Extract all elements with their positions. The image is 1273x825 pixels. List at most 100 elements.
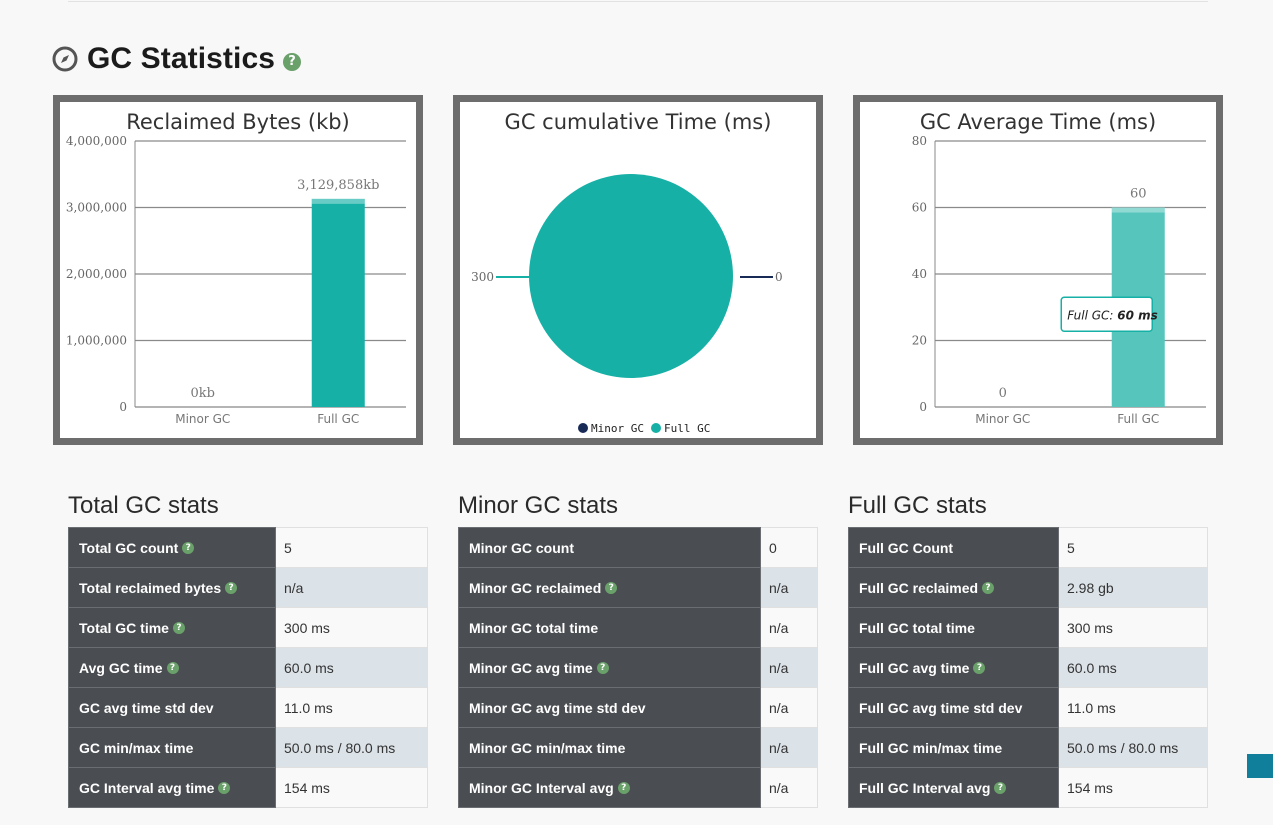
help-icon[interactable]: ? bbox=[172, 621, 185, 634]
stats-row: Total GC time? 300 ms bbox=[68, 607, 428, 648]
stats-row: Minor GC count 0 bbox=[458, 527, 818, 568]
gc-average-time-chart: GC Average Time (ms) 0 20 40 60 80 0 Minor GC 60… bbox=[853, 95, 1223, 445]
help-icon[interactable]: ? bbox=[596, 661, 609, 674]
stats-row: Minor GC reclaimed? n/a bbox=[458, 567, 818, 608]
stats-label-cell: GC avg time std dev bbox=[68, 687, 276, 728]
stats-row: Full GC total time 300 ms bbox=[848, 607, 1208, 648]
stats-value: n/a bbox=[275, 567, 428, 608]
stats-row: Minor GC min/max time n/a bbox=[458, 727, 818, 768]
minor-gc-stats-title: Minor GC stats bbox=[458, 492, 619, 519]
reclaimed-bytes-y-tick-label: 2,000,000 bbox=[66, 267, 127, 281]
stats-label: Avg GC time bbox=[79, 659, 163, 676]
stats-value: n/a bbox=[760, 647, 818, 688]
help-icon[interactable]: ? bbox=[225, 581, 238, 594]
stats-value: n/a bbox=[760, 687, 818, 728]
gc-average-y-tick-label: 60 bbox=[912, 201, 927, 215]
gc-cumulative-legend-marker[interactable] bbox=[578, 423, 588, 433]
stats-row: Full GC Count 5 bbox=[848, 527, 1208, 568]
stats-label: Full GC reclaimed bbox=[859, 579, 979, 596]
stats-label-cell: Full GC total time bbox=[848, 607, 1059, 648]
stats-value: 5 bbox=[275, 527, 428, 568]
gc-average-data-label: 0 bbox=[999, 386, 1007, 401]
gc-average-y-tick-label: 80 bbox=[912, 134, 927, 148]
reclaimed-bytes-bar[interactable] bbox=[311, 198, 365, 407]
stats-label-cell: GC min/max time bbox=[68, 727, 276, 768]
stats-row: Minor GC Interval avg? n/a bbox=[458, 767, 818, 808]
stats-value: 154 ms bbox=[275, 767, 428, 808]
stats-label: Full GC total time bbox=[859, 619, 975, 636]
stats-label: Full GC min/max time bbox=[859, 739, 1003, 756]
reclaimed-bytes-title: Reclaimed Bytes (kb) bbox=[126, 110, 350, 134]
help-icon[interactable]: ? bbox=[994, 781, 1007, 794]
stats-value: 50.0 ms / 80.0 ms bbox=[1058, 727, 1208, 768]
stats-label-cell: Minor GC avg time std dev bbox=[458, 687, 761, 728]
stats-row: Minor GC avg time std dev n/a bbox=[458, 687, 818, 728]
stats-label-cell: Total GC time? bbox=[68, 607, 276, 648]
reclaimed-bytes-data-label: 0kb bbox=[191, 386, 215, 401]
help-icon[interactable]: ? bbox=[218, 781, 231, 794]
stats-row: Minor GC total time n/a bbox=[458, 607, 818, 648]
gc-average-y-tick-label: 40 bbox=[912, 267, 927, 281]
help-icon[interactable]: ? bbox=[182, 541, 195, 554]
stats-row: Minor GC avg time? n/a bbox=[458, 647, 818, 688]
reclaimed-bytes-y-tick-label: 1,000,000 bbox=[66, 334, 127, 348]
stats-row: Full GC min/max time 50.0 ms / 80.0 ms bbox=[848, 727, 1208, 768]
gc-cumulative-title: GC cumulative Time (ms) bbox=[505, 110, 772, 134]
gc-cumulative-slice-label: 0 bbox=[775, 270, 783, 284]
full-gc-stats-table: Full GC Count 5 Full GC reclaimed? 2.98 gb F… bbox=[848, 527, 1208, 808]
stats-value: 60.0 ms bbox=[1058, 647, 1208, 688]
help-icon[interactable]: ? bbox=[605, 581, 618, 594]
stats-value: n/a bbox=[760, 767, 818, 808]
stats-label-cell: Full GC avg time std dev bbox=[848, 687, 1059, 728]
stats-label: GC avg time std dev bbox=[79, 699, 214, 716]
stats-value: 5 bbox=[1058, 527, 1208, 568]
gc-average-tooltip: Full GC: 60 ms bbox=[1060, 296, 1158, 333]
help-icon[interactable]: ? bbox=[166, 661, 179, 674]
stats-label: Minor GC count bbox=[469, 539, 574, 556]
gc-cumulative-slice[interactable] bbox=[529, 174, 733, 378]
gc-cumulative-legend-marker[interactable] bbox=[651, 423, 661, 433]
section-header: GC Statistics ? bbox=[52, 42, 302, 76]
total-gc-stats-title: Total GC stats bbox=[68, 492, 219, 519]
stats-label-cell: Minor GC avg time? bbox=[458, 647, 761, 688]
stats-label: Full GC Interval avg bbox=[859, 779, 991, 796]
reclaimed-bytes-y-tick-label: 4,000,000 bbox=[66, 134, 127, 148]
help-icon[interactable]: ? bbox=[982, 581, 995, 594]
gc-average-x-tick-label: Minor GC bbox=[975, 412, 1030, 426]
reclaimed-bytes-x-tick-label: Minor GC bbox=[175, 412, 230, 426]
gc-average-time-svg: GC Average Time (ms) 0 20 40 60 80 0 Minor GC 60… bbox=[912, 110, 1206, 426]
stats-value: 0 bbox=[760, 527, 818, 568]
stats-row: Full GC reclaimed? 2.98 gb bbox=[848, 567, 1208, 608]
help-icon[interactable]: ? bbox=[973, 661, 986, 674]
full-gc-stats-title: Full GC stats bbox=[848, 492, 987, 519]
stats-value: 300 ms bbox=[1058, 607, 1208, 648]
gc-cumulative-slice-label: 300 bbox=[471, 270, 494, 284]
stats-row: Full GC avg time? 60.0 ms bbox=[848, 647, 1208, 688]
compass-icon bbox=[52, 46, 78, 72]
stats-label-cell: Full GC min/max time bbox=[848, 727, 1059, 768]
total-gc-stats-table: Total GC count? 5 Total reclaimed bytes? n/… bbox=[68, 527, 428, 808]
stats-label-cell: Minor GC min/max time bbox=[458, 727, 761, 768]
gc-average-data-label: 60 bbox=[1130, 187, 1147, 202]
stats-label: Minor GC avg time std dev bbox=[469, 699, 646, 716]
stats-label: Total GC time bbox=[79, 619, 169, 636]
stats-row: Full GC Interval avg? 154 ms bbox=[848, 767, 1208, 808]
reclaimed-bytes-bar-highlight bbox=[311, 198, 365, 204]
gc-average-title: GC Average Time (ms) bbox=[920, 110, 1156, 134]
gc-cumulative-legend-label[interactable]: Minor GC bbox=[591, 422, 644, 435]
stats-label: Minor GC Interval avg bbox=[469, 779, 614, 796]
stats-label: Full GC avg time std dev bbox=[859, 699, 1023, 716]
reclaimed-bytes-x-tick-label: Full GC bbox=[317, 412, 359, 426]
reclaimed-bytes-y-tick-label: 3,000,000 bbox=[66, 201, 127, 215]
stats-row: GC min/max time 50.0 ms / 80.0 ms bbox=[68, 727, 428, 768]
gc-cumulative-time-chart: GC cumulative Time (ms) 300 0 Minor GC Full … bbox=[453, 95, 823, 445]
side-tab-button[interactable] bbox=[1247, 754, 1273, 778]
gc-cumulative-legend-label[interactable]: Full GC bbox=[664, 422, 710, 435]
help-icon[interactable]: ? bbox=[617, 781, 630, 794]
help-icon[interactable]: ? bbox=[283, 53, 302, 71]
stats-label-cell: Minor GC reclaimed? bbox=[458, 567, 761, 608]
stats-row: Total GC count? 5 bbox=[68, 527, 428, 568]
stats-value: 50.0 ms / 80.0 ms bbox=[275, 727, 428, 768]
gc-average-tooltip-series: Full GC: bbox=[1067, 308, 1117, 322]
page-title: GC Statistics bbox=[87, 42, 276, 75]
